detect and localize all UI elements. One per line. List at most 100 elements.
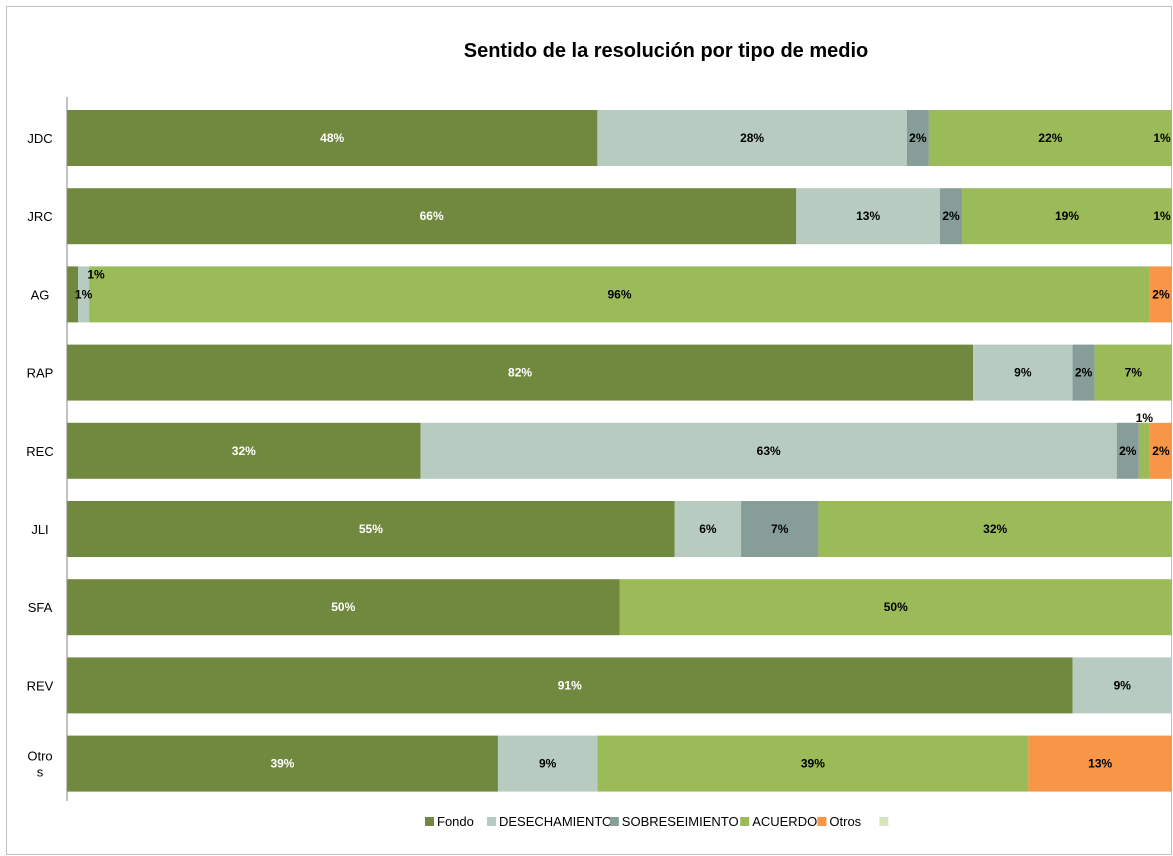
bar-segment bbox=[597, 110, 907, 166]
legend-swatch bbox=[487, 817, 496, 826]
category-label: SFA bbox=[28, 600, 53, 615]
bar-segment bbox=[939, 188, 963, 245]
data-label: 6% bbox=[699, 522, 717, 536]
category-label: Otro s bbox=[27, 749, 52, 780]
bar-segment bbox=[420, 422, 1117, 479]
bar-segment bbox=[67, 735, 498, 792]
data-label: 48% bbox=[320, 131, 344, 145]
category-label: JRC bbox=[27, 209, 52, 224]
data-label: 50% bbox=[884, 600, 908, 614]
data-label: 2% bbox=[942, 209, 960, 223]
bar-segment bbox=[1072, 344, 1095, 401]
category-label-line: s bbox=[37, 765, 44, 780]
data-label: 9% bbox=[539, 757, 557, 771]
data-label-extra: 1% bbox=[87, 267, 105, 281]
bar-segment bbox=[67, 422, 421, 479]
data-label: 7% bbox=[771, 522, 789, 536]
category-label: JDC bbox=[27, 131, 52, 146]
data-label: 2% bbox=[1152, 287, 1170, 301]
category-label: REC bbox=[26, 444, 53, 459]
legend-swatch bbox=[740, 817, 750, 826]
data-label: 19% bbox=[1055, 209, 1079, 223]
bar-segment bbox=[1094, 344, 1172, 401]
data-label: 22% bbox=[1038, 131, 1062, 145]
data-label: 9% bbox=[1014, 366, 1032, 380]
data-label: 1% bbox=[75, 287, 93, 301]
bar-segment bbox=[597, 735, 1029, 792]
data-label: 2% bbox=[1119, 444, 1137, 458]
bar-segment bbox=[67, 579, 620, 636]
bar-segment bbox=[67, 501, 675, 557]
legend-label: SOBRESEIMIENTO bbox=[622, 814, 739, 829]
legend: Fondo DESECHAMIENTO SOBRESEIMIENTO ACUERDO O… bbox=[425, 814, 889, 829]
category-label-line: JLI bbox=[31, 522, 48, 537]
bar-segment bbox=[78, 266, 90, 323]
bar-segment bbox=[1116, 422, 1139, 479]
category-label: RAP bbox=[27, 366, 54, 381]
legend-swatch bbox=[817, 817, 827, 826]
data-label: 2% bbox=[909, 131, 927, 145]
bar-segment bbox=[928, 110, 1172, 166]
data-label: 32% bbox=[983, 522, 1007, 536]
legend-swatch bbox=[425, 817, 434, 826]
category-label: JLI bbox=[31, 522, 48, 537]
data-label: 91% bbox=[558, 678, 582, 692]
data-label: 1% bbox=[1153, 209, 1171, 223]
category-label: REV bbox=[27, 678, 54, 693]
category-label-line: JRC bbox=[27, 209, 52, 224]
category-label-line: REV bbox=[27, 678, 54, 693]
data-label: 50% bbox=[331, 600, 355, 614]
category-label-line: REC bbox=[26, 444, 53, 459]
category-label-line: JDC bbox=[27, 131, 52, 146]
data-label: 1% bbox=[1136, 411, 1154, 425]
data-label: 13% bbox=[856, 209, 880, 223]
bar-segment bbox=[1149, 422, 1172, 479]
data-label: 63% bbox=[757, 444, 781, 458]
legend-label: Otros bbox=[829, 814, 861, 829]
data-label: 7% bbox=[1125, 366, 1143, 380]
bar-segment bbox=[962, 188, 1172, 245]
data-label: 39% bbox=[801, 757, 825, 771]
category-label-line: AG bbox=[31, 287, 50, 302]
data-label: 55% bbox=[359, 522, 383, 536]
legend-label: ACUERDO bbox=[752, 814, 817, 829]
bar-segment bbox=[674, 501, 742, 557]
data-label: 2% bbox=[1075, 366, 1093, 380]
data-label: 82% bbox=[508, 366, 532, 380]
data-label: 39% bbox=[270, 757, 294, 771]
bar-segment bbox=[67, 657, 1073, 714]
bar-segment bbox=[818, 501, 1172, 557]
bar-segment bbox=[1149, 266, 1172, 323]
bar-segment bbox=[1138, 422, 1150, 479]
bar-segment bbox=[973, 344, 1073, 401]
category-label: AG bbox=[31, 287, 50, 302]
bar-segment bbox=[1072, 657, 1172, 714]
category-label-line: RAP bbox=[27, 366, 54, 381]
legend-swatch bbox=[879, 817, 889, 826]
data-label: 66% bbox=[420, 209, 444, 223]
bar-segment bbox=[906, 110, 929, 166]
data-label: 96% bbox=[607, 287, 631, 301]
bar-segment bbox=[67, 110, 598, 166]
data-label: 9% bbox=[1114, 678, 1132, 692]
data-label: 2% bbox=[1152, 444, 1170, 458]
bar-segment bbox=[67, 188, 797, 245]
bar-segment bbox=[497, 735, 598, 792]
category-label-line: SFA bbox=[28, 600, 53, 615]
data-label: 1% bbox=[1153, 131, 1171, 145]
legend-label: Fondo bbox=[437, 814, 474, 829]
bar-segment bbox=[796, 188, 940, 245]
data-labels-group: 48% 28% 2% 22% 1% 66% 13% 2% 19% 1% 1% 96% 2% 82% 9% 2%… bbox=[75, 131, 1171, 771]
bar-segment bbox=[1028, 735, 1172, 792]
data-label: 28% bbox=[740, 131, 764, 145]
bar-segment bbox=[67, 344, 974, 401]
bars-group bbox=[67, 110, 1172, 792]
category-label-line: Otro bbox=[27, 749, 52, 764]
data-label: 32% bbox=[232, 444, 256, 458]
legend-swatch bbox=[609, 817, 619, 826]
data-label: 13% bbox=[1088, 757, 1112, 771]
bar-segment bbox=[89, 266, 1150, 323]
bar-segment bbox=[67, 266, 79, 323]
legend-label: DESECHAMIENTO bbox=[499, 814, 612, 829]
